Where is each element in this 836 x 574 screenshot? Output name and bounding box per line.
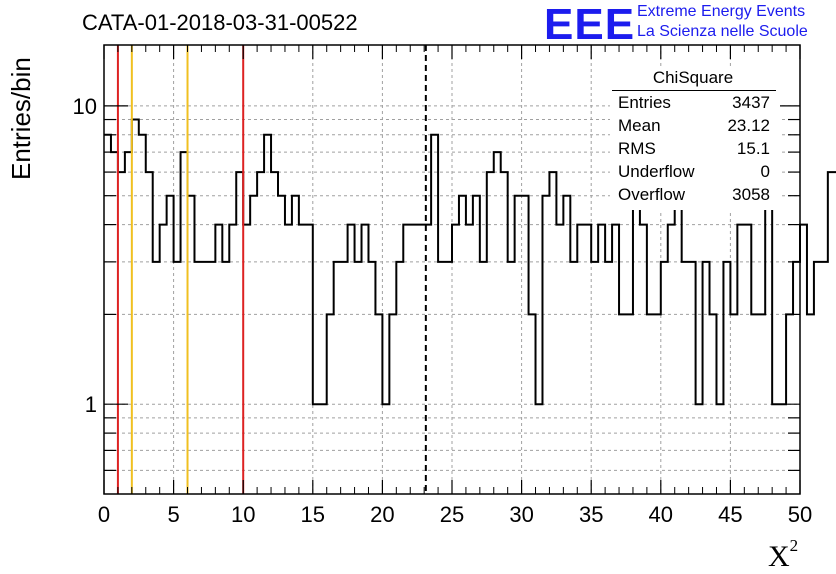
- x-tick-label: 5: [167, 502, 179, 527]
- stats-label: Mean: [618, 116, 661, 135]
- x-tick-label: 50: [788, 502, 812, 527]
- stats-value: 15.1: [736, 139, 770, 158]
- stats-value: 3058: [732, 185, 770, 204]
- logo-line-2: La Scienza nelle Scuole: [637, 23, 808, 40]
- x-axis-label-sup: 2: [789, 536, 799, 555]
- y-axis-label: Entries/bin: [6, 57, 36, 180]
- x-axis-label: X2: [768, 536, 798, 574]
- x-tick-label: 20: [370, 502, 394, 527]
- eee-logo-mark: EEE: [544, 0, 636, 49]
- x-tick-label: 40: [649, 502, 673, 527]
- x-tick-label: 25: [440, 502, 464, 527]
- stats-value: 23.12: [727, 116, 770, 135]
- x-tick-label: 30: [509, 502, 533, 527]
- x-tick-label: 15: [301, 502, 325, 527]
- x-tick-label: 45: [718, 502, 742, 527]
- x-tick-label: 0: [98, 502, 110, 527]
- stats-separator: [612, 90, 776, 91]
- stats-box: ChiSquare Entries 3437 Mean 23.12 RMS 15…: [610, 68, 780, 210]
- chart-title: CATA-01-2018-03-31-00522: [82, 10, 358, 35]
- stats-label: Entries: [618, 93, 671, 112]
- y-tick-label: 1: [85, 392, 97, 417]
- histogram-series: [104, 118, 836, 406]
- logo-line-1: Extreme Energy Events: [637, 3, 806, 20]
- stats-label: RMS: [618, 139, 656, 158]
- stats-value: 3437: [732, 93, 770, 112]
- x-tick-label: 35: [579, 502, 603, 527]
- stats-label: Overflow: [618, 185, 686, 204]
- x-tick-label: 10: [231, 502, 255, 527]
- stats-value: 0: [760, 162, 770, 181]
- y-tick-label: 10: [73, 94, 97, 119]
- stats-label: Underflow: [618, 162, 695, 181]
- stats-title: ChiSquare: [652, 68, 734, 87]
- x-axis-label-base: X: [768, 540, 790, 573]
